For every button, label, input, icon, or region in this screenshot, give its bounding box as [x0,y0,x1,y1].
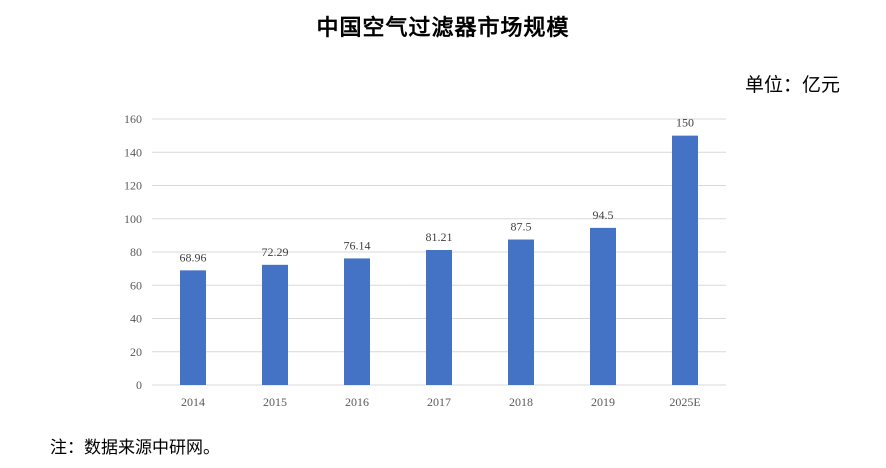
x-axis-tick-labels: 2014 2015 2016 2017 2018 2019 2025E [181,395,701,409]
chart-title: 中国空气过滤器市场规模 [316,15,570,41]
bar-2018 [508,239,534,385]
data-label: 68.96 [180,250,207,264]
x-tick-label: 2018 [509,395,533,409]
y-tick-label: 80 [130,245,142,259]
data-label: 94.5 [593,208,614,222]
y-tick-label: 120 [124,179,142,193]
data-labels: 68.96 72.29 76.14 81.21 87.5 94.5 150 [180,116,695,265]
x-tick-label: 2025E [669,395,700,409]
y-tick-label: 0 [136,378,142,392]
y-tick-label: 160 [124,112,142,126]
y-tick-label: 140 [124,145,142,159]
data-label: 81.21 [426,230,453,244]
y-tick-label: 100 [124,212,142,226]
bar-2025E [672,135,698,385]
bar-2014 [180,270,206,385]
bar-2019 [590,227,616,385]
y-axis-tick-labels: 0 20 40 60 80 100 120 140 160 [124,112,142,392]
data-label: 72.29 [262,245,289,259]
bar-2016 [344,258,370,385]
bar-2015 [262,264,288,385]
x-tick-label: 2016 [345,395,369,409]
y-tick-label: 40 [130,312,142,326]
x-tick-label: 2019 [591,395,615,409]
y-tick-label: 20 [130,345,142,359]
data-label: 76.14 [344,238,371,252]
data-label: 87.5 [511,220,532,234]
x-tick-label: 2017 [427,395,451,409]
y-tick-label: 60 [130,278,142,292]
unit-label: 单位：亿元 [744,74,840,96]
bar-2017 [426,249,452,385]
x-tick-label: 2015 [263,395,287,409]
source-note: 注：数据来源中研网。 [50,438,220,458]
bars [180,135,698,385]
data-label: 150 [676,116,694,130]
x-tick-label: 2014 [181,395,205,409]
